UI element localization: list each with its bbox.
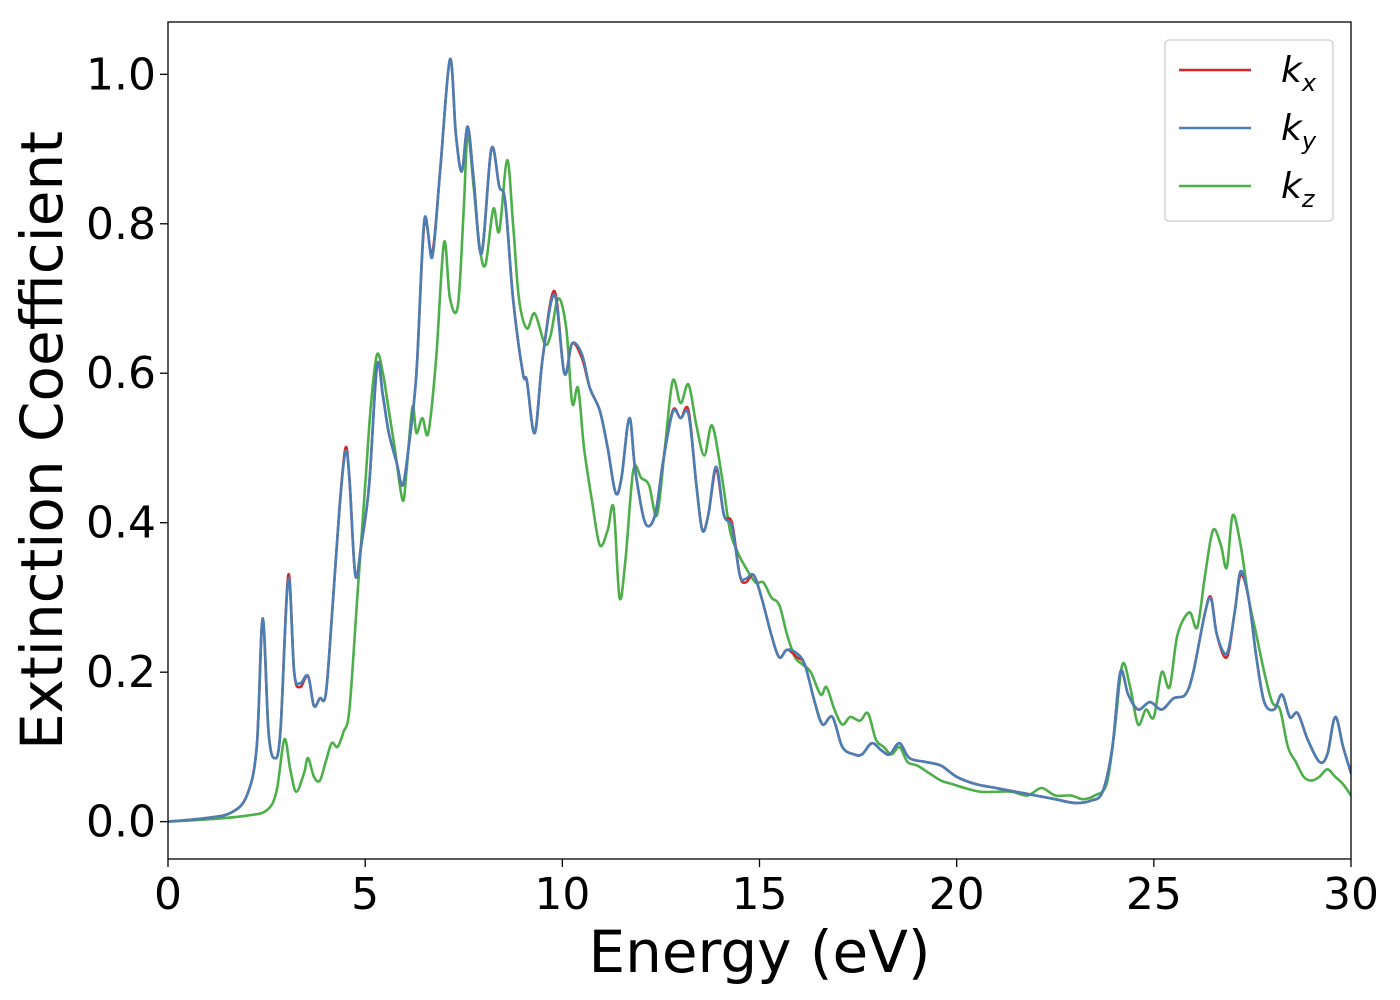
- x-tick-label: 15: [732, 869, 788, 920]
- legend-label-k-y: ky: [1281, 108, 1317, 155]
- x-axis-label: Energy (eV): [588, 918, 930, 986]
- legend-label-k-x: kx: [1281, 50, 1317, 97]
- x-tick-label: 30: [1323, 869, 1379, 920]
- legend-label-subscript: x: [1301, 69, 1317, 97]
- x-tick-label: 10: [534, 869, 590, 920]
- x-tick-label: 0: [154, 869, 182, 920]
- series-lines: [168, 58, 1351, 823]
- legend-label-subscript: y: [1301, 127, 1317, 155]
- legend-label-k-z: kz: [1281, 166, 1316, 213]
- series-line-k-z: [168, 132, 1351, 823]
- x-tick-label: 20: [929, 869, 985, 920]
- legend-label-main: k: [1281, 108, 1304, 149]
- y-tick-label: 0.8: [86, 199, 156, 250]
- series-line-k-y: [168, 58, 1351, 823]
- y-tick-label: 0.6: [86, 348, 156, 399]
- y-tick-label: 0.0: [86, 797, 156, 848]
- x-tick-label: 5: [351, 869, 379, 920]
- legend-box: [1164, 39, 1334, 222]
- plot-frame: [167, 21, 1352, 860]
- legend-label-subscript: z: [1301, 185, 1316, 213]
- x-tick-label: 25: [1126, 869, 1182, 920]
- y-axis-label: Extinction Coefficient: [8, 131, 76, 750]
- y-tick-label: 0.4: [86, 498, 156, 549]
- legend-label-main: k: [1281, 166, 1304, 207]
- y-tick-label: 1.0: [86, 49, 156, 100]
- legend-label-main: k: [1281, 50, 1304, 91]
- y-tick-label: 0.2: [86, 647, 156, 698]
- y-axis-ticks: 0.0 0.2 0.4 0.6 0.8 1.0: [86, 49, 168, 848]
- x-axis-ticks: 0 5 10 15 20 25 30: [154, 859, 1379, 920]
